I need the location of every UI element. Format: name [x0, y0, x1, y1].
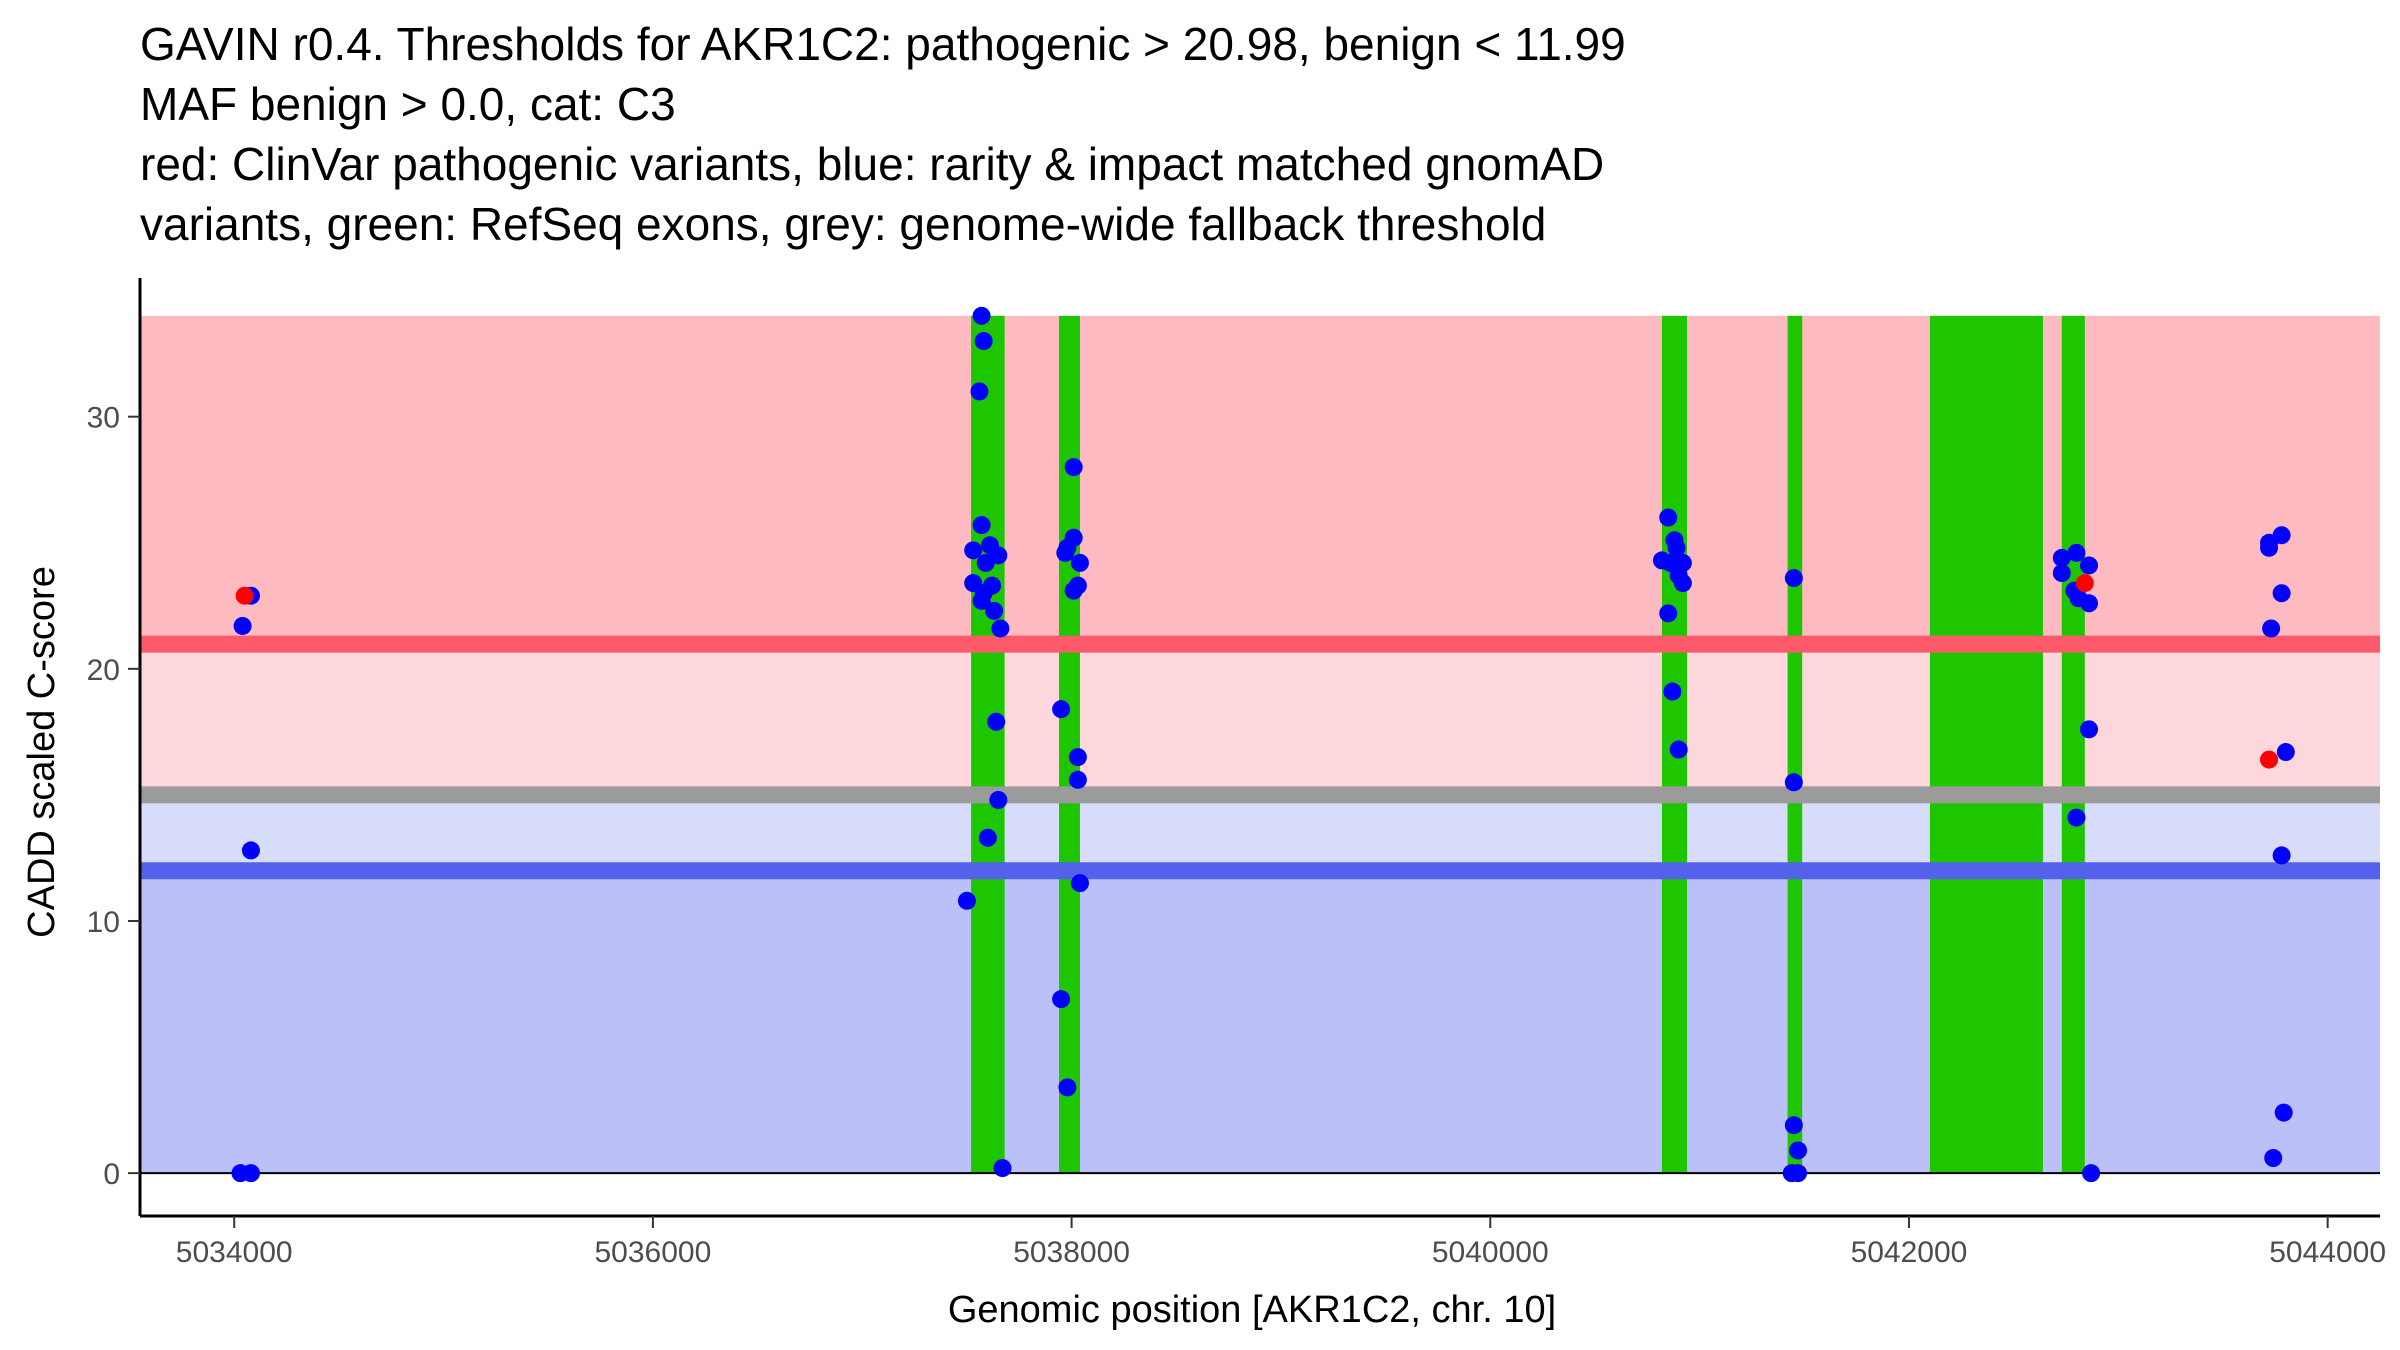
- gnomad-point: [2067, 543, 2086, 562]
- clinvar-point: [2260, 750, 2279, 769]
- gnomad-point: [2272, 526, 2291, 545]
- gnomad-point: [972, 306, 991, 325]
- gnomad-point: [2080, 594, 2099, 613]
- gnomad-point: [1789, 1164, 1808, 1183]
- gnomad-point: [241, 841, 260, 860]
- gnomad-point: [1789, 1141, 1808, 1160]
- gnomad-point: [2260, 538, 2279, 557]
- gnomad-point: [2082, 1164, 2101, 1183]
- title-line-1: GAVIN r0.4. Thresholds for AKR1C2: patho…: [140, 18, 1626, 70]
- gnomad-point: [972, 591, 991, 610]
- benign-light-zone: [140, 794, 2380, 871]
- gnomad-point: [1064, 581, 1083, 600]
- gnomad-point: [2272, 846, 2291, 865]
- pathogenic-zone: [140, 315, 2380, 645]
- axes: 5034000 5036000 5038000 5040000 5042000 50440…: [87, 278, 2386, 1269]
- title-line-3: red: ClinVar pathogenic variants, blue: …: [140, 138, 1605, 190]
- gnomad-point: [1058, 1078, 1077, 1097]
- gnomad-point: [1659, 508, 1678, 527]
- gnomad-point: [1663, 682, 1682, 701]
- exon-bands: [971, 315, 2085, 1174]
- gnomad-point: [1659, 604, 1678, 623]
- gnomad-point: [978, 828, 997, 847]
- gnomad-point: [970, 382, 989, 401]
- y-tick-label: 10: [87, 906, 120, 939]
- gnomad-point: [1068, 770, 1087, 789]
- gnomad-point: [987, 712, 1006, 731]
- gnomad-point: [1667, 538, 1686, 557]
- gnomad-point: [2264, 1149, 2283, 1168]
- gnomad-point: [2080, 720, 2099, 739]
- x-axis-title: Genomic position [AKR1C2, chr. 10]: [948, 1289, 1556, 1331]
- gnomad-point: [241, 1164, 260, 1183]
- clinvar-point: [235, 586, 254, 605]
- gnomad-point: [1669, 740, 1688, 759]
- gnomad-point: [974, 332, 993, 351]
- exon-band: [2061, 315, 2085, 1174]
- y-tick-label: 20: [87, 654, 120, 687]
- x-tick-label: 5038000: [1013, 1236, 1130, 1269]
- gnomad-point: [993, 1159, 1012, 1178]
- gnomad-point: [2052, 564, 2071, 583]
- gnomad-point: [2272, 584, 2291, 603]
- gnomad-point: [2067, 808, 2086, 827]
- x-tick-label: 5034000: [176, 1236, 293, 1269]
- gnomad-point: [976, 553, 995, 572]
- x-tick-label: 5042000: [1851, 1236, 1968, 1269]
- gnomad-point: [985, 601, 1004, 620]
- gnomad-point: [991, 619, 1010, 638]
- gnomad-point: [1068, 748, 1087, 767]
- gnomad-point: [1070, 874, 1089, 893]
- y-tick-label: 0: [103, 1158, 120, 1191]
- title-line-4: variants, green: RefSeq exons, grey: gen…: [140, 198, 1547, 250]
- exon-band: [1059, 315, 1080, 1174]
- gnomad-point: [1056, 543, 1075, 562]
- gnomad-point: [989, 790, 1008, 809]
- gnomad-point: [957, 891, 976, 910]
- benign-zone: [140, 870, 2380, 1174]
- gnomad-point: [1064, 458, 1083, 477]
- x-tick-label: 5044000: [2269, 1236, 2386, 1269]
- pathogenic-light-zone: [140, 644, 2380, 795]
- gnomad-point: [2052, 548, 2071, 567]
- title-line-2: MAF benign > 0.0, cat: C3: [140, 78, 676, 130]
- x-tick-label: 5040000: [1432, 1236, 1549, 1269]
- threshold-zones: [140, 315, 2380, 1174]
- variant-points: [231, 306, 2295, 1183]
- exon-band: [971, 315, 1005, 1174]
- y-tick-label: 30: [87, 402, 120, 435]
- gnomad-point: [964, 541, 983, 560]
- gnomad-point: [1070, 553, 1089, 572]
- exon-band: [1787, 315, 1803, 1174]
- x-tick-label: 5036000: [594, 1236, 711, 1269]
- gnomad-point: [972, 516, 991, 535]
- gnomad-point: [2262, 619, 2281, 638]
- exon-band: [1929, 315, 2043, 1174]
- gnomad-point: [2276, 743, 2295, 762]
- gnomad-point: [1784, 569, 1803, 588]
- gnomad-point: [1784, 1116, 1803, 1135]
- gnomad-point: [2080, 556, 2099, 575]
- gnomad-point: [1052, 990, 1071, 1009]
- chart-title: GAVIN r0.4. Thresholds for AKR1C2: patho…: [140, 14, 2380, 254]
- clinvar-point: [2075, 574, 2094, 593]
- gnomad-point: [2274, 1103, 2293, 1122]
- gnomad-point: [1673, 574, 1692, 593]
- threshold-lines: [140, 635, 2380, 1175]
- y-axis-title: CADD scaled C-score: [21, 566, 63, 938]
- gnomad-point: [1784, 773, 1803, 792]
- gnomad-point: [233, 616, 252, 635]
- gnomad-point: [1052, 700, 1071, 719]
